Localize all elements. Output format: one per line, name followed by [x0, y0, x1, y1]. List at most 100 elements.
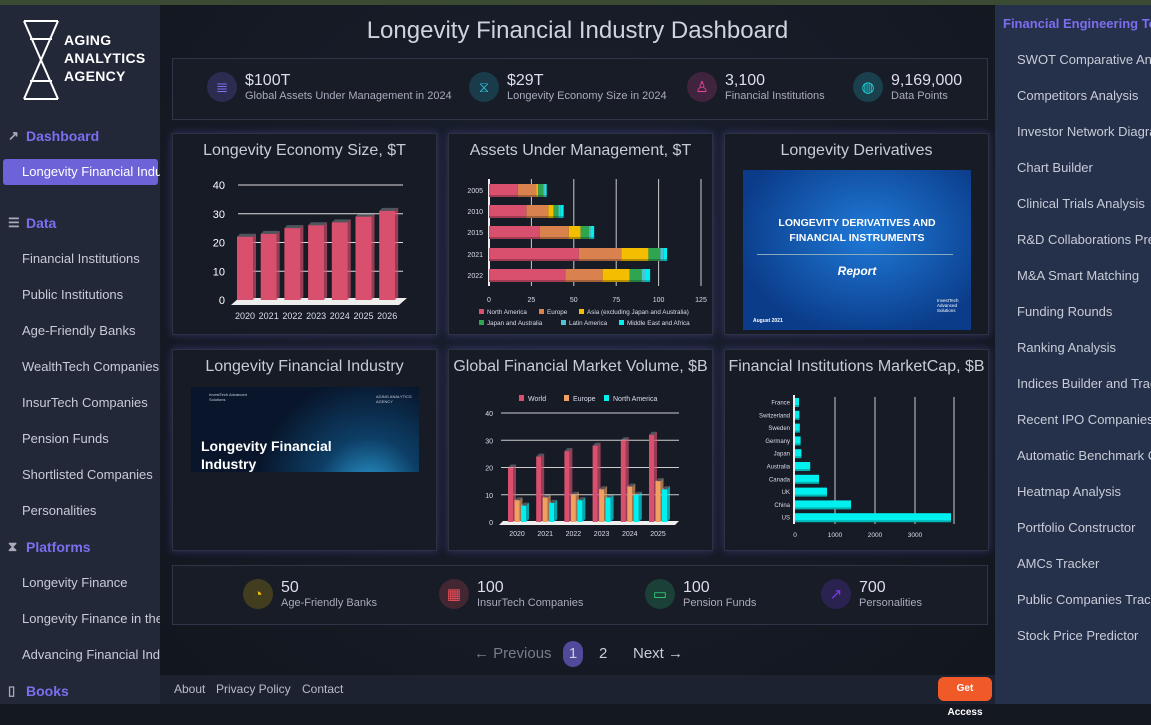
financial-engineering-tools-header[interactable]: Financial Engineering To...: [1003, 16, 1151, 31]
footer-link-privacy-policy[interactable]: Privacy Policy: [216, 682, 291, 696]
tool-item-ranking-analysis[interactable]: Ranking Analysis: [1017, 340, 1116, 355]
legend-label: Asia (excluding Japan and Australia): [587, 309, 689, 316]
footer: About Privacy Policy Contact: [160, 675, 995, 704]
x-tick-label: 100: [653, 297, 665, 304]
next-button[interactable]: Next →: [633, 645, 684, 662]
tool-item-competitors-analysis[interactable]: Competitors Analysis: [1017, 88, 1139, 103]
sidebar-item-public-institutions[interactable]: Public Institutions: [22, 287, 124, 302]
sidebar-section-platforms[interactable]: ⧗ Platforms: [8, 539, 91, 555]
stat-label: Financial Institutions: [725, 90, 825, 102]
legend-swatch: [539, 309, 544, 314]
tool-item-m-a-smart-matching[interactable]: M&A Smart Matching: [1017, 268, 1140, 283]
sidebar-item-shortlisted-companies[interactable]: Shortlisted Companies: [22, 467, 153, 482]
previous-button[interactable]: ← Previous: [474, 645, 552, 662]
industry-banner-image[interactable]: InvestTech Advanced Solutions AGING ANAL…: [191, 387, 419, 472]
bar-2022-asia-excluding-japan-and-australia: [602, 269, 630, 282]
card-longevity-derivatives[interactable]: Longevity Derivatives LONGEVITY DERIVATI…: [724, 133, 989, 335]
footer-link-contact[interactable]: Contact: [302, 682, 344, 696]
market-volume-chart: 0 10 20 30 40 2020 2021 2022 2023 2024 2025 World Eu…: [485, 395, 679, 538]
tool-item-investor-network-diagra[interactable]: Investor Network Diagra...: [1017, 124, 1151, 139]
publisher-name: InvestTech Advanced Solutions: [937, 298, 959, 313]
x-tick-label: 75: [612, 297, 620, 304]
tool-item-clinical-trials-analysis[interactable]: Clinical Trials Analysis: [1017, 196, 1145, 211]
sidebar-item-financial-institutions[interactable]: Financial Institutions: [22, 251, 140, 266]
bar-2015-asia-excluding-japan-and-australia: [568, 226, 581, 239]
tool-item-swot-comparative-ana[interactable]: SWOT Comparative Ana...: [1017, 52, 1151, 67]
y-tick-label: Germany: [765, 439, 790, 445]
sidebar-item-insurtech-companies[interactable]: InsurTech Companies: [22, 395, 148, 410]
bar-2023-north-america: [605, 494, 614, 522]
stat-age-friendly-banks: ◔ 50 Age-Friendly Banks: [243, 579, 377, 609]
stat-label: Pension Funds: [683, 597, 757, 609]
stat-label: Personalities: [859, 597, 922, 609]
stat-label: Global Assets Under Management in 2024: [245, 90, 452, 102]
sidebar-item-wealthtech-companies[interactable]: WealthTech Companies: [22, 359, 160, 374]
next-label: Next: [633, 645, 664, 662]
sidebar-item-advancing-financial-ind[interactable]: Advancing Financial Ind...: [22, 647, 171, 662]
footer-link-about[interactable]: About: [174, 682, 206, 696]
chart-title: Longevity Economy Size, $T: [203, 142, 406, 159]
left-sidebar: AGING ANALYTICS AGENCY ↗ Dashboard Longev…: [0, 5, 174, 704]
tool-item-stock-price-predictor[interactable]: Stock Price Predictor: [1017, 628, 1139, 643]
y-tick-label: Australia: [767, 465, 791, 471]
bar-2022-north-america: [489, 269, 566, 282]
tool-item-funding-rounds[interactable]: Funding Rounds: [1017, 304, 1113, 319]
sidebar-item-longevity-finance[interactable]: Longevity Finance: [22, 575, 128, 590]
tool-item-amcs-tracker[interactable]: AMCs Tracker: [1017, 556, 1100, 571]
publisher-logo: InvestTech Advanced Solutions: [925, 298, 967, 313]
legend-label: North America: [613, 396, 657, 403]
get-access-button[interactable]: Get Access: [938, 677, 992, 718]
bar-2005-europe: [517, 184, 537, 197]
sidebar-item-longevity-finance-in-the[interactable]: Longevity Finance in the...: [22, 611, 174, 626]
sidebar-item-pension-funds[interactable]: Pension Funds: [22, 431, 109, 446]
bar-us: [795, 513, 951, 523]
bar-2022-japan-and-australia: [629, 269, 642, 282]
y-tick-label: 20: [485, 466, 493, 473]
tool-item-heatmap-analysis[interactable]: Heatmap Analysis: [1017, 484, 1122, 499]
x-tick-label: 2022: [566, 531, 582, 538]
aum-chart: 0 25 50 75 100 125 2005 2010 2015 2021 2022 North A…: [467, 179, 707, 327]
x-tick-label: 0: [793, 532, 797, 539]
bar-2022-north-america: [577, 497, 586, 522]
page-1-button[interactable]: 1: [563, 641, 583, 667]
page-2-button[interactable]: 2: [599, 645, 608, 662]
bar-switzerland: [795, 410, 800, 420]
stat-insurtech-companies: ▦ 100 InsurTech Companies: [439, 579, 583, 609]
grid-icon: ▦: [439, 579, 469, 609]
bar-china: [795, 500, 851, 510]
bar-2021-north-america: [549, 499, 558, 522]
publisher-name: InvestTech Advanced Solutions: [209, 392, 247, 402]
legend-swatch: [604, 395, 609, 401]
legend-label: Japan and Australia: [487, 320, 543, 327]
x-tick-label: 25: [528, 297, 536, 304]
tool-item-chart-builder[interactable]: Chart Builder: [1017, 160, 1093, 175]
x-tick-label: 2022: [282, 311, 302, 321]
tool-item-portfolio-constructor[interactable]: Portfolio Constructor: [1017, 520, 1136, 535]
sidebar-item-personalities[interactable]: Personalities: [22, 503, 97, 518]
bar-france: [795, 398, 799, 407]
sidebar-section-books[interactable]: ▯ Books: [8, 683, 69, 699]
stat-value: 3,100: [725, 72, 766, 89]
sidebar-item-longevity-financial-industry[interactable]: Longevity Financial Indu...: [3, 159, 173, 185]
bar-2021-europe: [578, 248, 622, 261]
bar-2010-asia-excluding-japan-and-australia: [548, 205, 554, 218]
tool-item-r-d-collaborations-pre[interactable]: R&D Collaborations Pre...: [1017, 232, 1151, 247]
tool-item-automatic-benchmark-c[interactable]: Automatic Benchmark C...: [1017, 448, 1151, 463]
sidebar-item-age-friendly-banks[interactable]: Age-Friendly Banks: [22, 323, 136, 338]
card-longevity-financial-industry[interactable]: Longevity Financial Industry InvestTech …: [172, 349, 437, 551]
x-tick-label: 125: [695, 297, 707, 304]
derivatives-report-cover[interactable]: LONGEVITY DERIVATIVES AND FINANCIAL INST…: [743, 170, 971, 330]
x-tick-label: 2020: [235, 311, 255, 321]
bar-2005-asia-excluding-japan-and-australia: [536, 184, 539, 197]
bar-2005-middle-east-and-africa: [544, 184, 547, 197]
bar-2021-japan-and-australia: [648, 248, 661, 261]
x-tick-label: 2021: [259, 311, 279, 321]
bar-2005-north-america: [489, 184, 518, 197]
tool-item-indices-builder-and-trac[interactable]: Indices Builder and Trac...: [1017, 376, 1151, 391]
marketcap-chart: 0 1000 2000 3000 France Switzerland Sweden Germ…: [759, 395, 955, 539]
y-tick-label: 10: [485, 493, 493, 500]
tool-item-recent-ipo-companies-t[interactable]: Recent IPO Companies T...: [1017, 412, 1151, 427]
sidebar-section-dashboard[interactable]: ↗ Dashboard: [8, 128, 99, 144]
tool-item-public-companies-tracker[interactable]: Public Companies Tracker: [1017, 592, 1151, 607]
sidebar-section-data[interactable]: ☰ Data: [8, 215, 56, 231]
